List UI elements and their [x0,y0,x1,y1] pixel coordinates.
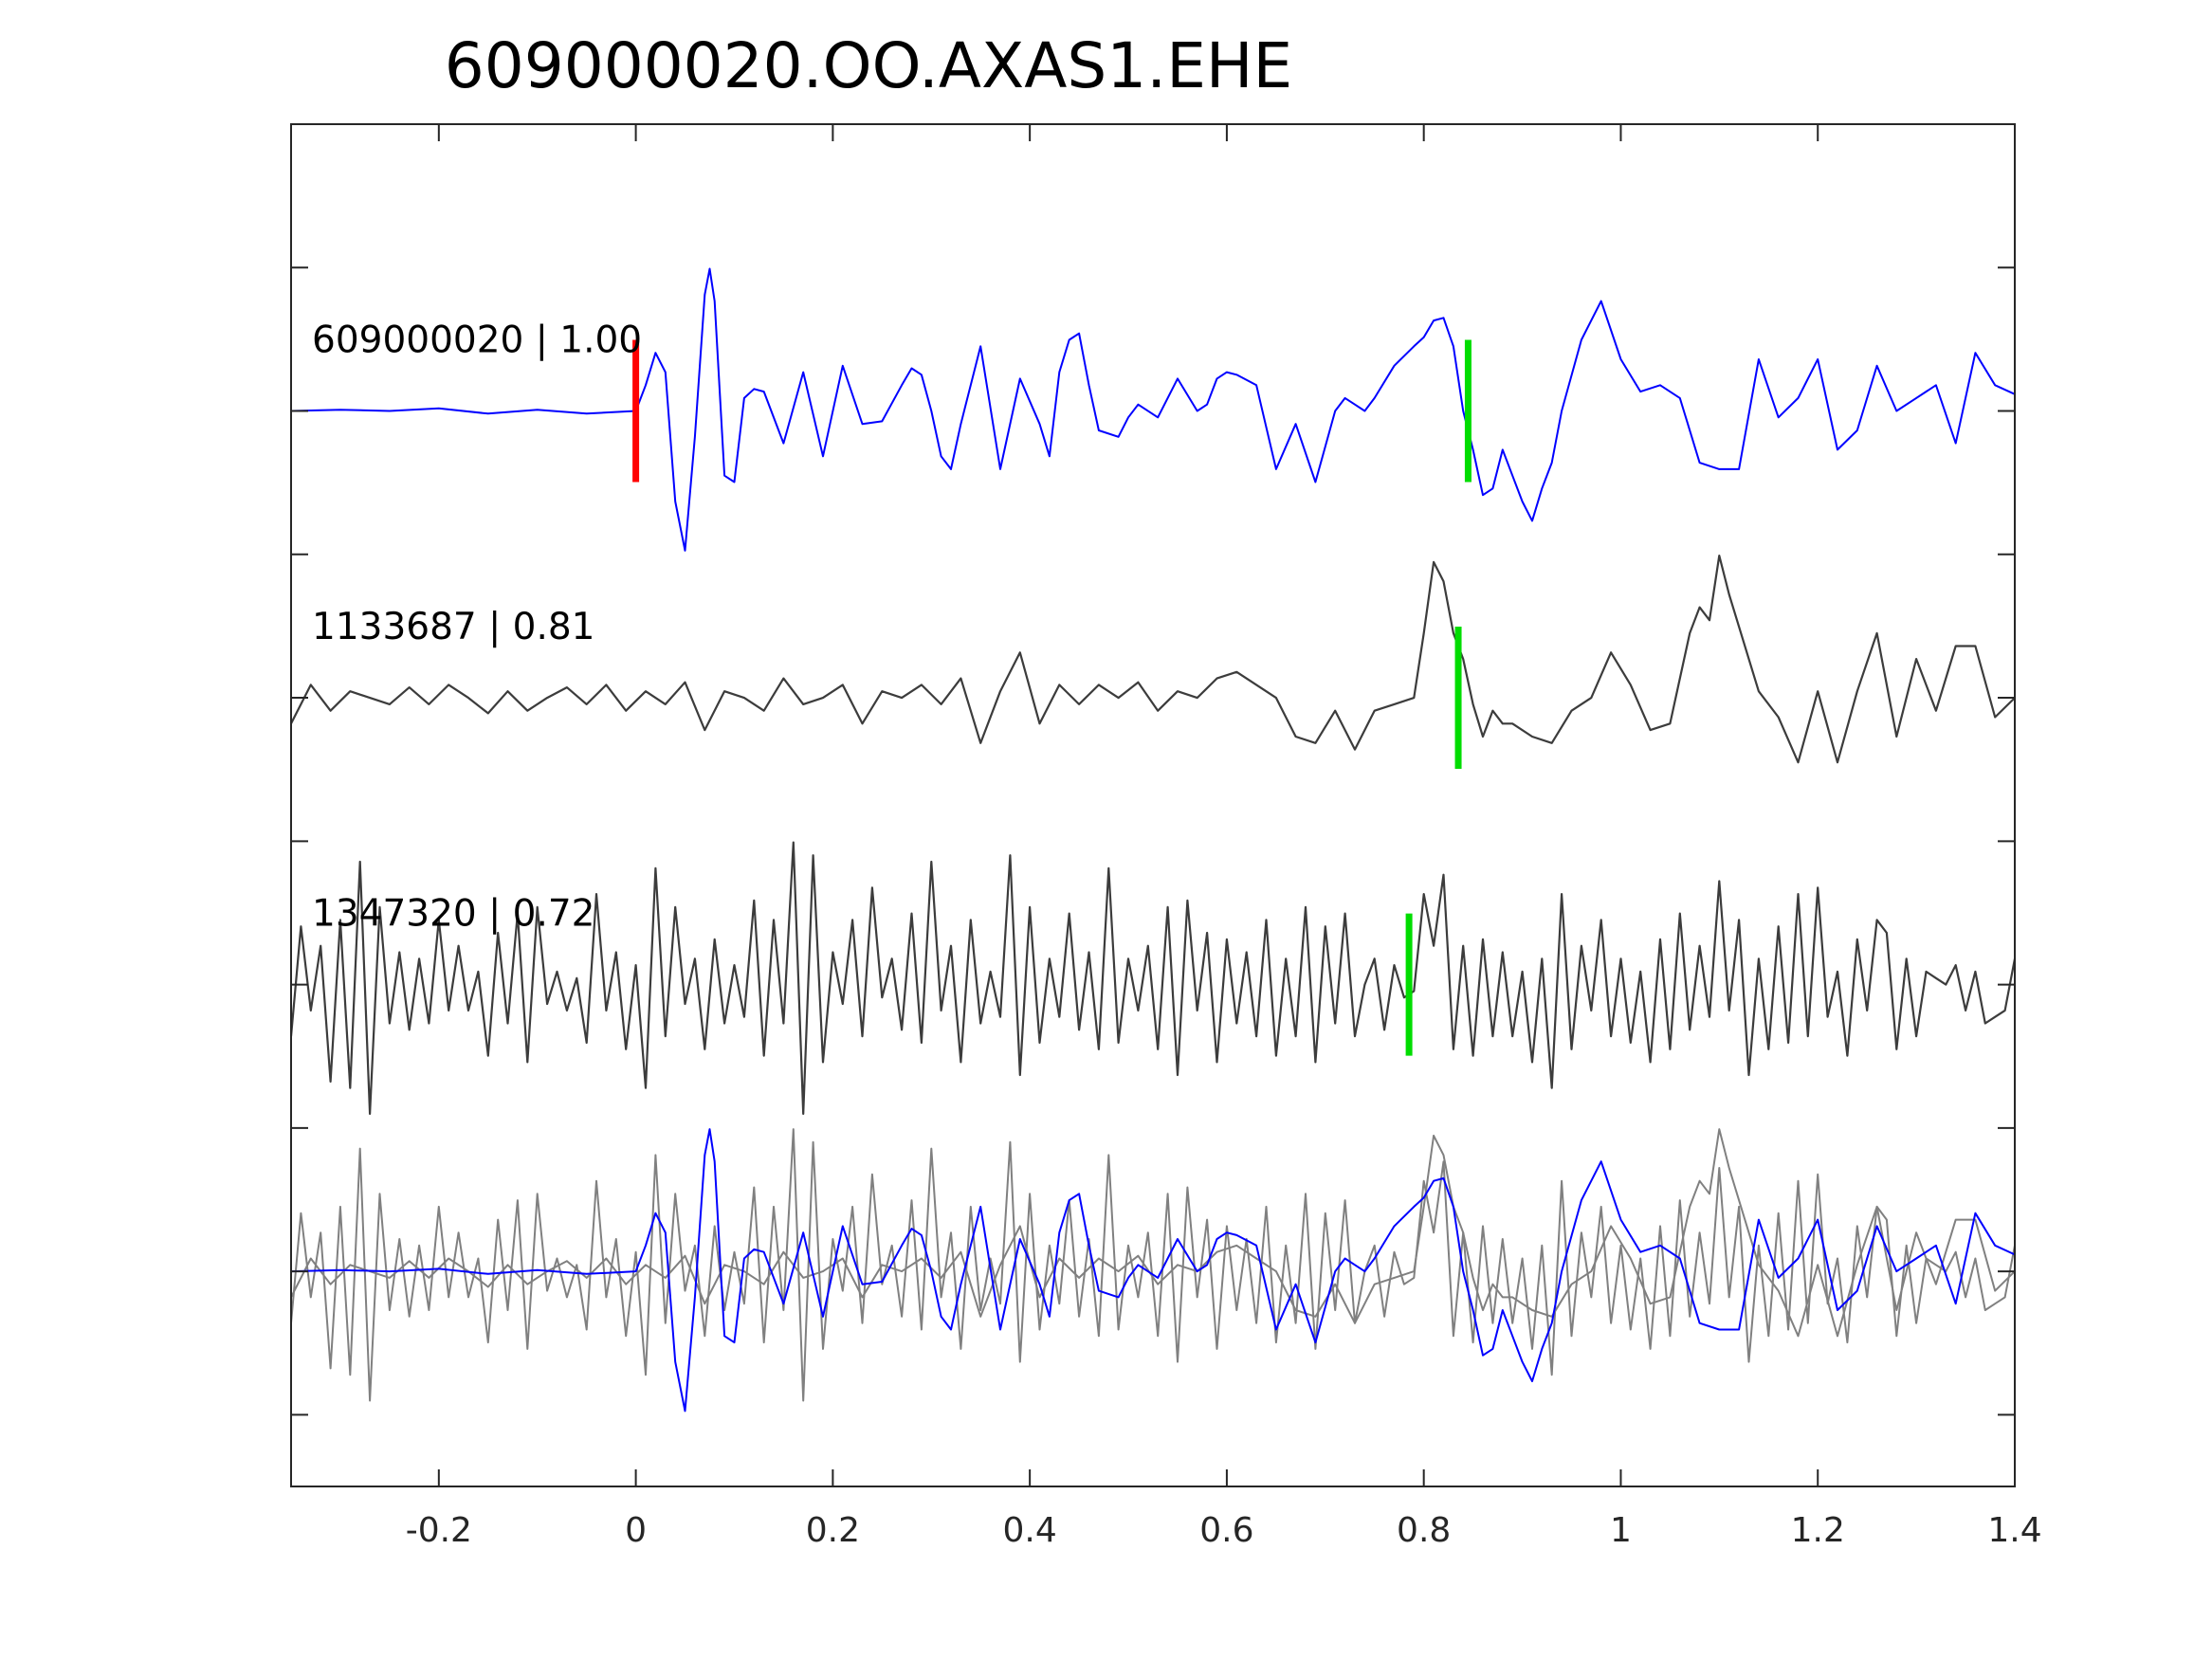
x-tick-label: 0.2 [806,1511,860,1550]
chart-title: 609000020.OO.AXAS1.EHE [445,29,1293,102]
x-tick-label: 0.6 [1199,1511,1253,1550]
trace-line-0 [290,267,2016,552]
axis-ticks: -0.2 0 0.2 0.4 0.6 0.8 1 1.2 1.4 [291,124,2042,1550]
plot-area [289,267,2017,1413]
trace-line-2 [289,841,2017,1115]
trace-labels: 609000020 | 1.00 1133687 | 0.81 1347320 | … [312,319,642,936]
x-tick-label: 1 [1610,1511,1632,1550]
x-tick-label: 1.2 [1791,1511,1845,1550]
stack-template-line [290,1128,2016,1413]
x-tick-label: 1.4 [1987,1511,2041,1550]
stack-match-line-2 [290,1128,2016,1402]
trace-label-1: 1133687 | 0.81 [312,606,594,648]
x-tick-label: -0.2 [406,1511,472,1550]
trace-label-0: 609000020 | 1.00 [312,319,642,362]
x-tick-label: 0.4 [1003,1511,1057,1550]
axes-box [290,123,2016,1487]
x-tick-label: 0.8 [1397,1511,1451,1550]
x-tick-label: 0 [625,1511,647,1550]
trace-label-2: 1347320 | 0.72 [312,893,594,936]
trace-line-1 [290,555,2016,764]
